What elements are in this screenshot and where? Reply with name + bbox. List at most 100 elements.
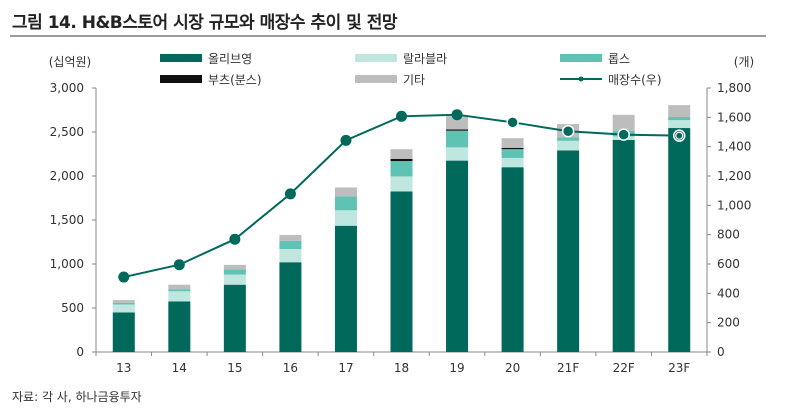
bar-segment xyxy=(334,187,357,197)
bar-segment xyxy=(668,120,691,129)
store-count-point xyxy=(617,128,630,141)
bar-segment xyxy=(501,157,524,168)
x-tick-label: 20 xyxy=(505,361,520,375)
right-tick-label: 400 xyxy=(717,286,740,300)
x-tick-label: 17 xyxy=(338,361,353,375)
legend-label: 부츠(분스) xyxy=(208,73,262,87)
right-tick-label: 1,200 xyxy=(717,169,751,183)
bar-segment xyxy=(557,140,580,151)
bar-segment xyxy=(446,129,469,131)
store-count-point xyxy=(173,259,185,271)
bar-segment xyxy=(334,196,357,211)
bar-segment xyxy=(223,284,246,352)
bar-segment xyxy=(279,262,302,352)
bar-segment xyxy=(501,138,524,148)
bar-segment xyxy=(446,116,469,130)
left-tick-label: 2,500 xyxy=(50,125,84,139)
bar-segment xyxy=(446,130,469,148)
right-axis-label: (개) xyxy=(734,55,754,69)
bar-segment xyxy=(168,301,191,352)
bar-segment xyxy=(501,147,524,150)
bar-segment xyxy=(334,225,357,352)
right-tick-label: 1,800 xyxy=(717,81,751,95)
x-tick-label: 18 xyxy=(394,361,409,375)
bar-segment xyxy=(390,191,413,352)
bar-segment xyxy=(501,149,524,158)
bar-segment xyxy=(223,269,246,275)
legend-swatch xyxy=(355,75,397,83)
bar-segment xyxy=(390,161,413,177)
legend-label: 매장수(우) xyxy=(608,73,662,87)
x-tick-label: 22F xyxy=(613,361,635,375)
legend-label: 올리브영 xyxy=(208,52,252,66)
bar-segment xyxy=(168,284,191,290)
right-tick-label: 600 xyxy=(717,257,740,271)
bar-segment xyxy=(446,160,469,352)
left-tick-label: 3,000 xyxy=(50,81,84,95)
bar-segment xyxy=(668,117,691,121)
x-tick-label: 15 xyxy=(227,361,242,375)
bar-segment xyxy=(112,302,135,305)
left-tick-label: 1,000 xyxy=(50,257,84,271)
x-tick-label: 16 xyxy=(283,361,298,375)
legend-swatch xyxy=(355,54,397,62)
bar-segment xyxy=(223,274,246,285)
bar-segment xyxy=(390,176,413,192)
legend-label: 랄라블라 xyxy=(403,52,447,66)
bar-segment xyxy=(557,150,580,352)
legend-label: 기타 xyxy=(403,73,425,87)
legend-line-marker xyxy=(578,76,584,82)
store-count-point xyxy=(284,188,296,200)
title-rule xyxy=(10,35,766,37)
bar-segment xyxy=(112,312,135,352)
right-tick-label: 800 xyxy=(717,228,740,242)
legend-swatch xyxy=(560,54,602,62)
left-tick-label: 500 xyxy=(61,301,84,315)
left-tick-label: 1,500 xyxy=(50,213,84,227)
store-count-point xyxy=(396,110,407,122)
right-tick-label: 1,000 xyxy=(717,198,751,212)
left-tick-label: 2,000 xyxy=(50,169,84,183)
store-count-point xyxy=(340,134,352,146)
legend-swatch xyxy=(160,54,202,62)
bar-segment xyxy=(279,234,302,241)
bar-segment xyxy=(668,128,691,352)
x-tick-label: 14 xyxy=(172,361,187,375)
legend-label: 롭스 xyxy=(608,52,630,66)
figure-title: 그림 14. H&B스토어 시장 규모와 매장수 추이 및 전망 xyxy=(12,13,398,33)
legend-swatch xyxy=(160,75,202,83)
x-tick-label: 23F xyxy=(668,361,690,375)
right-tick-label: 0 xyxy=(717,345,725,359)
store-count-point xyxy=(118,271,130,283)
bar-segment xyxy=(223,264,246,270)
bar-segment xyxy=(668,105,691,118)
bar-segment xyxy=(501,167,524,352)
left-tick-label: 0 xyxy=(76,345,84,359)
store-count-point xyxy=(229,233,241,245)
x-tick-label: 13 xyxy=(116,361,131,375)
right-tick-label: 1,400 xyxy=(717,140,751,154)
x-tick-label: 19 xyxy=(449,361,464,375)
left-axis-label: (십억원) xyxy=(49,55,91,69)
bar-segment xyxy=(612,139,635,352)
bar-segment xyxy=(112,304,135,313)
bar-segment xyxy=(334,210,357,226)
bar-segment xyxy=(168,289,191,292)
store-count-point xyxy=(506,116,519,129)
right-tick-label: 200 xyxy=(717,316,740,330)
right-tick-label: 1,600 xyxy=(717,110,751,124)
x-tick-label: 21F xyxy=(557,361,579,375)
bar-segment xyxy=(112,300,135,303)
bar-segment xyxy=(390,149,413,159)
bar-segment xyxy=(168,291,191,302)
bar-segment xyxy=(279,240,302,250)
store-count-point xyxy=(451,109,463,121)
bar-segment xyxy=(446,147,469,161)
bar-segment xyxy=(279,249,302,263)
store-count-point-ring xyxy=(675,131,684,140)
source-note: 자료: 각 사, 하나금융투자 xyxy=(12,390,142,404)
bar-segment xyxy=(557,137,580,141)
store-count-point xyxy=(561,125,575,138)
bar-segment xyxy=(390,158,413,162)
